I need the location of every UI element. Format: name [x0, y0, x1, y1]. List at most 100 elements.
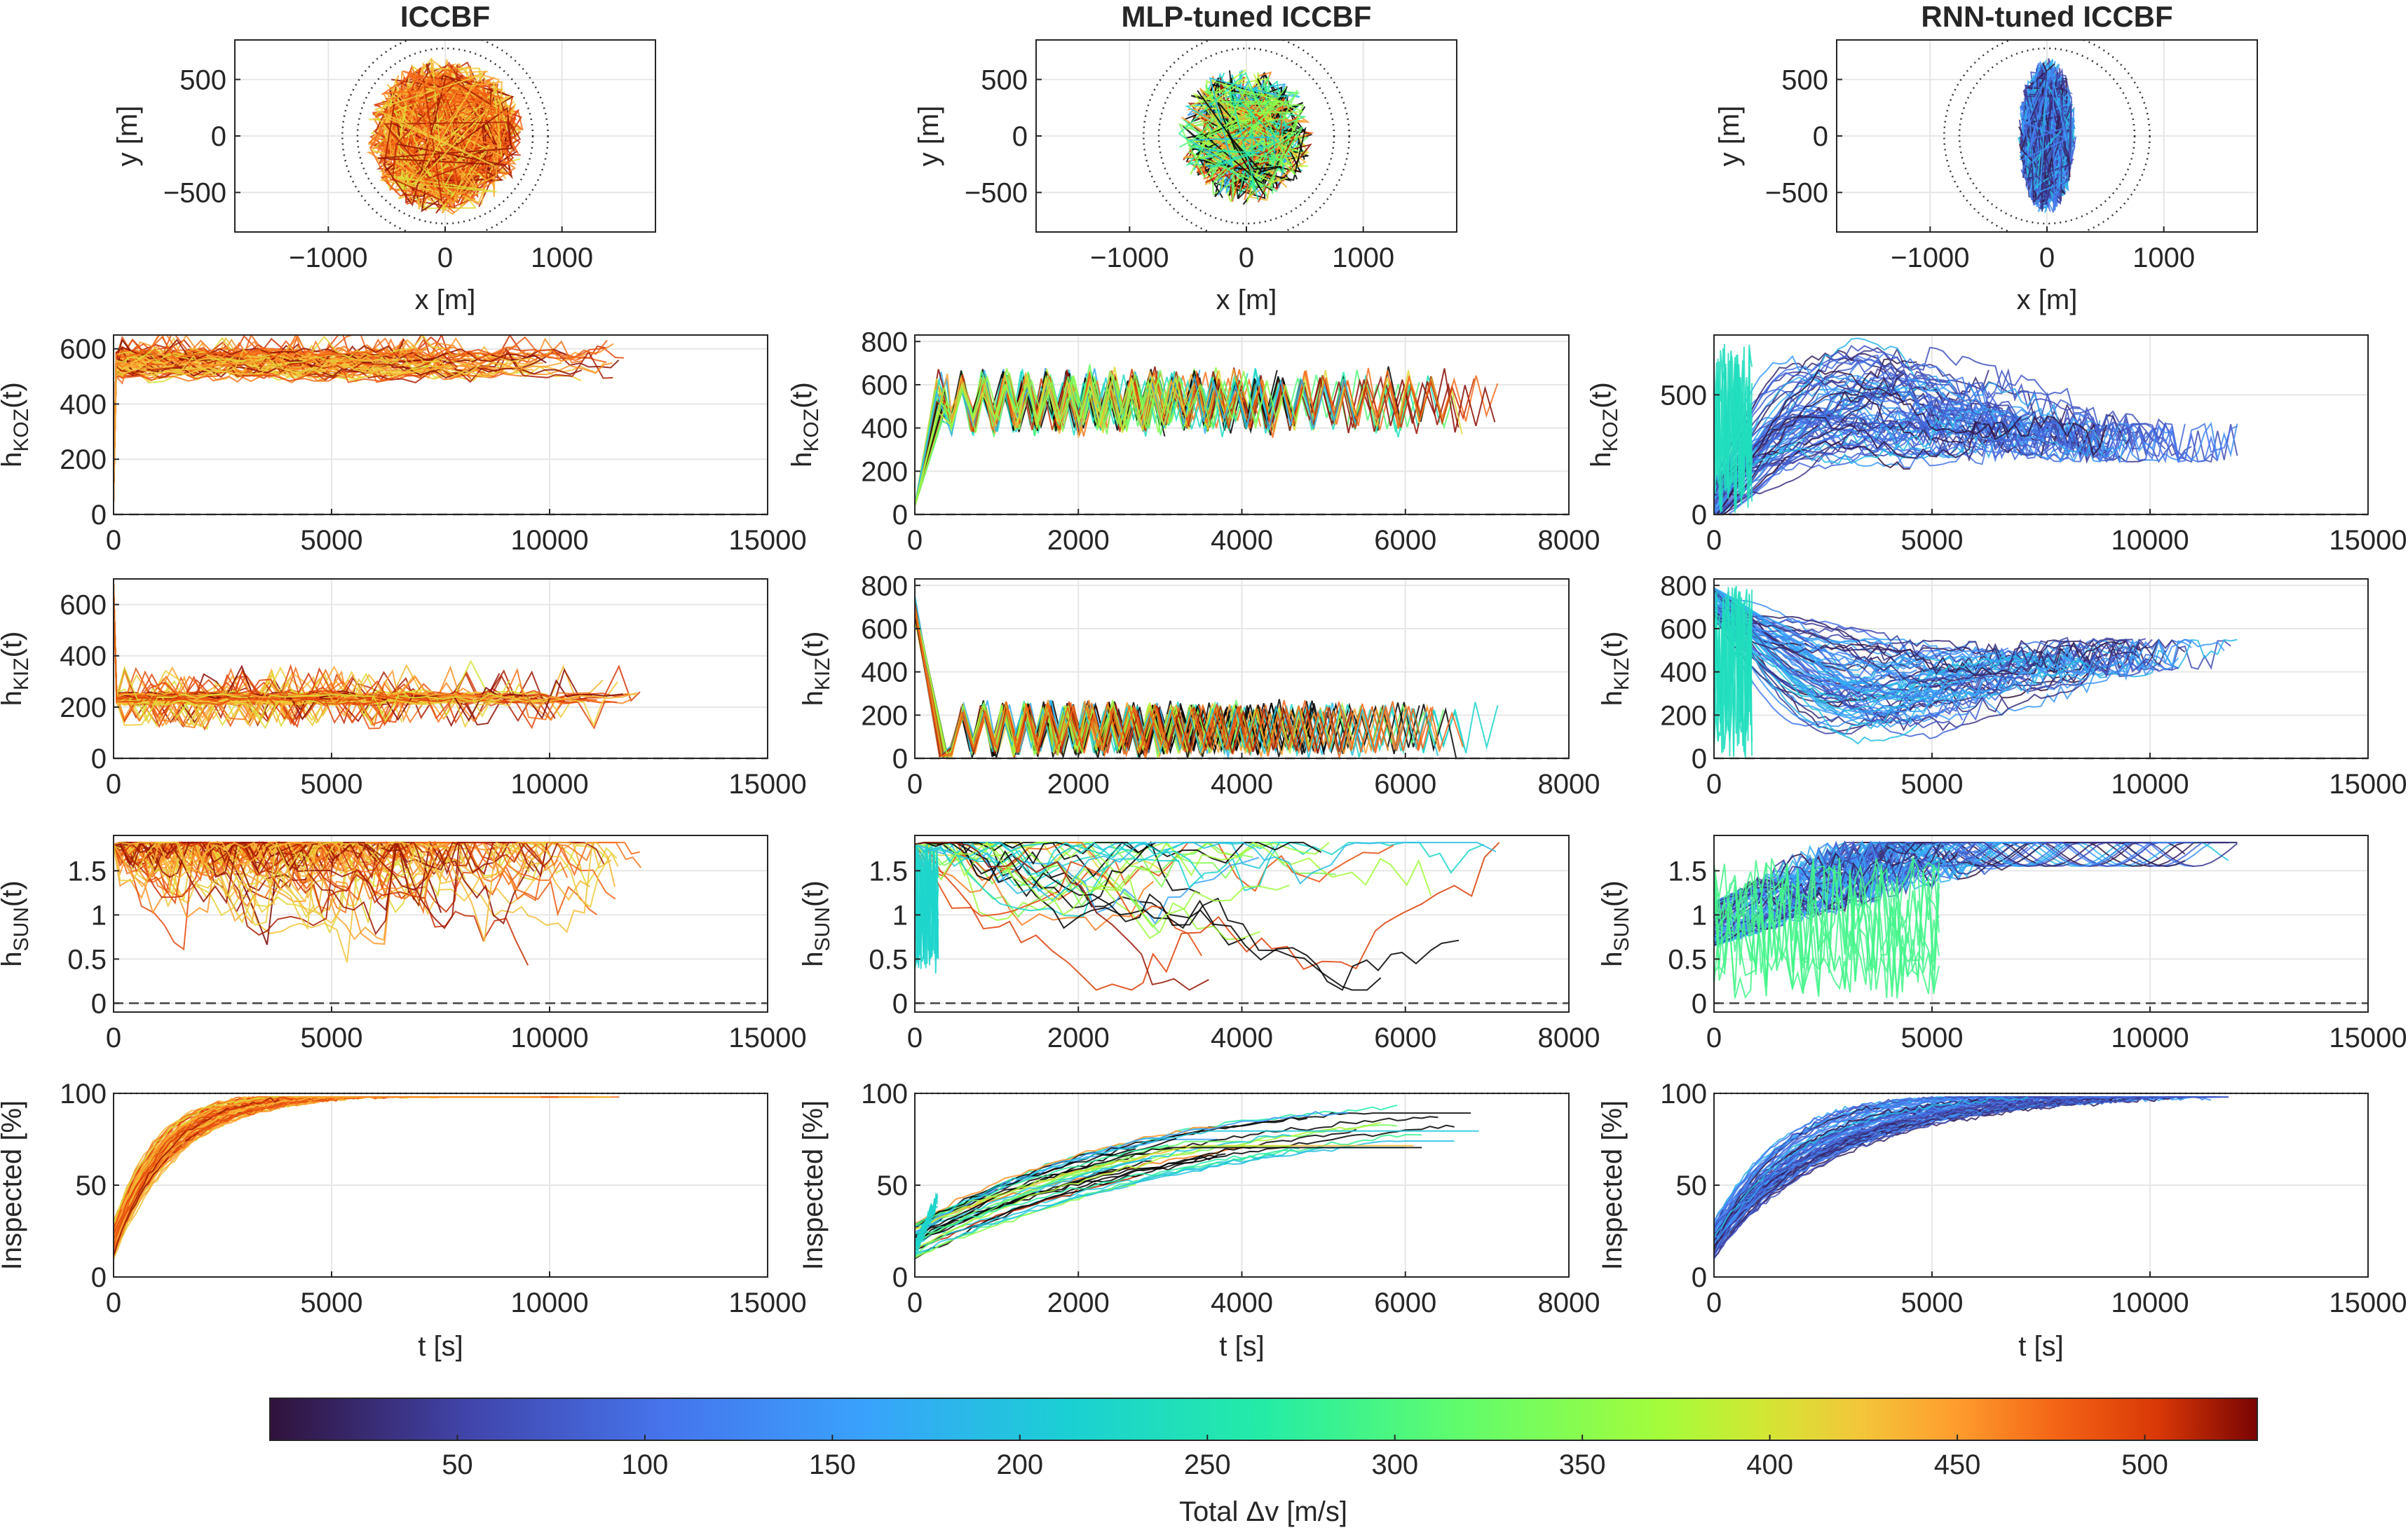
- trajectory-line: [2039, 70, 2069, 193]
- y-tick-label: 0: [892, 500, 908, 531]
- colorbar: 50 100 150 200 250 300 350 400 450 500 Total Δv […: [269, 1398, 2258, 1527]
- x-tick-label: 10000: [510, 525, 588, 556]
- series-line: [915, 842, 1261, 941]
- trajectory-plot: RNN-tuned ICCBF −1000 0 1000 −500 0 500 x [m] y …: [1714, 0, 2258, 315]
- x-tick-label: 15000: [728, 1023, 806, 1053]
- x-axis-label: t [s]: [2018, 1331, 2063, 1362]
- y-tick-label: 200: [60, 692, 107, 723]
- trajectory-line: [409, 76, 512, 193]
- series-line: [1714, 617, 2166, 712]
- y-axis-label: y [m]: [1714, 106, 1745, 167]
- x-tick-label: 5000: [1901, 1023, 1964, 1053]
- trajectory-line: [1195, 114, 1307, 181]
- series-line: [915, 603, 1355, 758]
- y-tick-label: 200: [1660, 700, 1707, 731]
- x-tick-label: 15000: [2329, 1023, 2407, 1053]
- y-tick-label: 100: [1660, 1079, 1707, 1109]
- series-line: [114, 1096, 528, 1238]
- x-tick-label: 5000: [301, 1287, 363, 1318]
- series-line: [915, 1121, 1381, 1252]
- series-line: [1714, 416, 1963, 500]
- series-line: [915, 364, 1162, 506]
- trajectory-line: [391, 74, 463, 202]
- y-tick-label: 0: [1692, 500, 1707, 531]
- axes-box: [113, 334, 768, 515]
- series-line: [114, 346, 583, 503]
- column-title: MLP-tuned ICCBF: [1122, 0, 1372, 33]
- h_kiz-plot: 0 5000 10000 15000 0 200 400 600 hKIZ(t): [0, 578, 807, 800]
- series-line: [114, 339, 422, 504]
- y-tick-label: 0: [1813, 121, 1828, 152]
- series-line: [1714, 1096, 2229, 1229]
- trajectory-plot: ICCBF −1000 0 1000 −500 0 500 x [m] y [m]: [112, 0, 656, 315]
- series-line: [1714, 1096, 2111, 1226]
- x-tick-label: 4000: [1211, 525, 1273, 556]
- x-tick-label: 0: [106, 769, 121, 800]
- x-axis-label: x [m]: [1216, 285, 1277, 315]
- trajectory-line: [1190, 95, 1304, 175]
- x-axis-label: x [m]: [415, 285, 476, 315]
- x-tick-label: 10000: [2111, 1287, 2189, 1318]
- series-line: [114, 1096, 463, 1255]
- series-line: [1714, 592, 2107, 695]
- y-tick-label: 0: [91, 1262, 107, 1293]
- x-tick-label: 0: [1706, 1287, 1722, 1318]
- h_koz-plot: 0 2000 4000 6000 8000 0 200 400 600 800 hKOZ(t): [787, 327, 1600, 556]
- series-line: [915, 842, 1209, 991]
- y-tick-label: 1.5: [67, 856, 107, 887]
- x-tick-label: 0: [2039, 243, 2055, 273]
- trajectory-line: [1188, 77, 1278, 168]
- x-axis-label: t [s]: [418, 1331, 463, 1362]
- series-line: [915, 369, 1433, 506]
- x-axis-label: t [s]: [1219, 1331, 1264, 1362]
- series-line: [114, 1096, 510, 1233]
- colorbar-tick-label: 450: [1934, 1449, 1981, 1480]
- y-tick-label: 100: [60, 1079, 107, 1109]
- y-tick-label: −500: [1765, 178, 1828, 209]
- axes-box: [1713, 835, 2369, 1013]
- y-axis-label: hSUN(t): [798, 880, 834, 967]
- axes-box: [113, 578, 768, 759]
- series-line: [1714, 346, 2159, 496]
- reference-circle: [1143, 40, 1350, 232]
- reference-circle: [1157, 47, 1335, 225]
- x-tick-label: 10000: [510, 1023, 588, 1053]
- y-axis-label: hKOZ(t): [1586, 382, 1622, 467]
- series-line: [1716, 416, 2009, 514]
- series-line: [1714, 1096, 2015, 1222]
- series-line: [915, 371, 1307, 506]
- inspected-plot: 0 2000 4000 6000 8000 0 50 100 t [s] Inspected [%…: [798, 1079, 1600, 1362]
- series-line: [915, 1130, 1479, 1227]
- y-tick-label: 600: [60, 334, 107, 365]
- series-line: [114, 352, 458, 496]
- trajectory-line: [1178, 71, 1270, 189]
- series-line: [1714, 841, 2020, 918]
- series-line: [1714, 355, 2172, 487]
- series-line: [114, 1096, 519, 1246]
- series-line: [1714, 350, 1753, 509]
- series-line: [915, 842, 1497, 902]
- series-line: [1717, 354, 2114, 514]
- y-axis-label: y [m]: [112, 106, 143, 167]
- y-tick-label: 200: [861, 700, 908, 731]
- series-line: [915, 1147, 1242, 1224]
- y-tick-label: 400: [861, 657, 908, 688]
- trajectory-line: [374, 74, 495, 185]
- trajectory-line: [438, 62, 515, 194]
- series-line: [915, 841, 1180, 876]
- x-tick-label: 0: [1706, 525, 1722, 556]
- x-tick-label: 4000: [1211, 1287, 1273, 1318]
- series-line: [114, 1096, 476, 1244]
- colorbar-tick-label: 250: [1184, 1449, 1231, 1480]
- y-tick-label: 1.5: [869, 856, 908, 887]
- x-tick-label: 15000: [728, 1287, 806, 1318]
- y-tick-label: 0: [892, 744, 908, 774]
- series-line: [915, 841, 1290, 929]
- y-axis-label: hSUN(t): [0, 880, 33, 967]
- x-tick-label: 15000: [728, 525, 806, 556]
- y-axis-label: hKIZ(t): [798, 631, 834, 706]
- x-tick-label: 6000: [1374, 1023, 1436, 1053]
- y-axis-label: Inspected [%]: [1597, 1100, 1628, 1270]
- series-line: [114, 349, 613, 500]
- x-tick-label: 8000: [1538, 1287, 1600, 1318]
